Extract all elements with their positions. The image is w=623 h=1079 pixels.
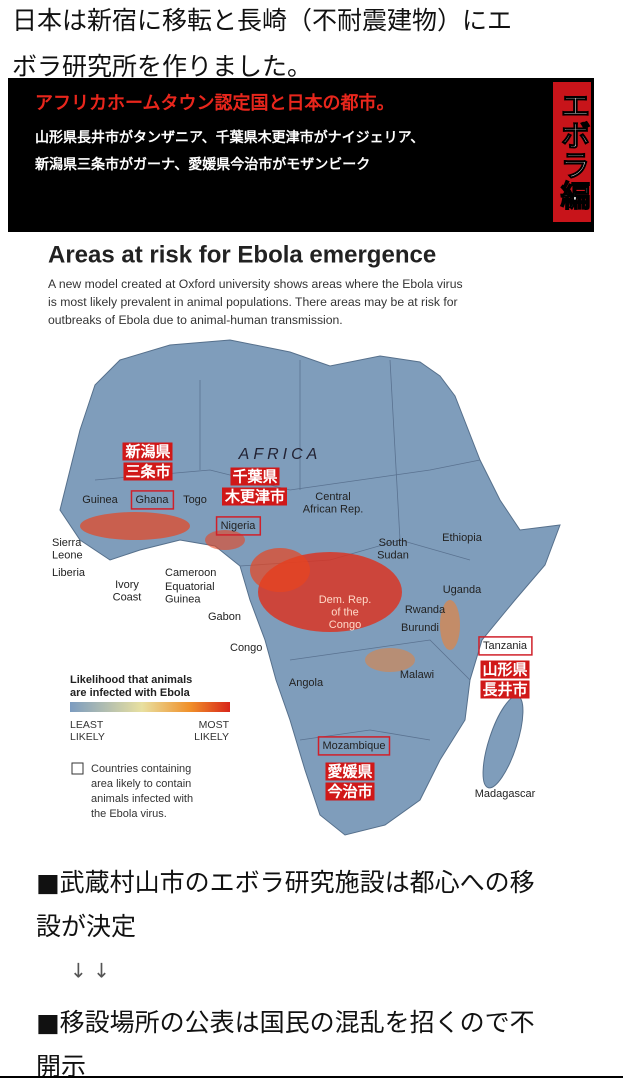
- country-highlight-box: [130, 490, 175, 510]
- country-label: Congo: [230, 642, 262, 654]
- city-tag-background: [221, 487, 288, 506]
- country-label: Cameroon: [165, 567, 216, 579]
- country-label: Togo: [183, 494, 207, 506]
- map-description-line: outbreaks of Ebola due to animal-human t…: [48, 313, 343, 327]
- country-label: Ethiopia: [442, 532, 483, 544]
- country-label: Madagascar: [475, 788, 536, 800]
- legend-least: LIKELY: [70, 731, 105, 743]
- country-label: Liberia: [52, 567, 86, 579]
- risk-area: [205, 530, 245, 550]
- country-label: Mozambique: [323, 740, 386, 752]
- city-tag-line: 愛媛県: [327, 763, 372, 781]
- country-label: Angola: [289, 677, 324, 689]
- country-highlight-box: [317, 736, 391, 756]
- legend-title-line: are infected with Ebola: [70, 687, 191, 699]
- city-tag-line: 木更津市: [224, 488, 285, 506]
- map-description-line: is most likely prevalent in animal popul…: [48, 295, 458, 309]
- country-label: Coast: [113, 591, 142, 603]
- country-highlight-box: [478, 636, 533, 656]
- country-highlight-box: [215, 516, 262, 536]
- risk-area: [365, 648, 415, 672]
- body-line: 開示: [36, 1052, 86, 1079]
- country-label: Dem. Rep.: [319, 594, 372, 606]
- country-label: Sudan: [377, 549, 409, 561]
- map-description-line: A new model created at Oxford university…: [48, 277, 463, 291]
- country-label: Ivory: [115, 579, 139, 591]
- legend-gradient: [70, 702, 230, 712]
- city-tag-background: [480, 660, 530, 679]
- body-line: ■移設場所の公表は国民の混乱を招くので不: [36, 1008, 535, 1037]
- country-label: Malawi: [400, 669, 434, 681]
- legend-note-line: the Ebola virus.: [91, 808, 167, 820]
- legend-note-line: Countries containing: [91, 763, 191, 775]
- country-label: Nigeria: [221, 520, 257, 532]
- country-label: Uganda: [443, 584, 482, 596]
- risk-area: [440, 600, 460, 650]
- country-label: Burundi: [401, 622, 439, 634]
- legend-note-line: animals infected with: [91, 793, 193, 805]
- risk-area: [80, 512, 190, 540]
- city-tag: 山形県長井市: [480, 660, 530, 699]
- banner-line: 新潟県三条市がガーナ、愛媛県今治市がモザンビーク: [34, 156, 370, 173]
- country-label: Ghana: [135, 494, 169, 506]
- country-label: Congo: [329, 619, 361, 631]
- country-label: Central: [315, 491, 350, 503]
- country-label: South: [379, 537, 408, 549]
- city-tag-line: 新潟県: [124, 443, 170, 461]
- city-tag-background: [325, 782, 375, 801]
- country-label: Rwanda: [405, 604, 446, 616]
- country-label: Guinea: [82, 494, 118, 506]
- country-label: African Rep.: [303, 503, 364, 515]
- city-tag-line: 千葉県: [232, 468, 277, 486]
- city-tag-background: [122, 442, 173, 461]
- post-title-line: 日本は新宿に移転と長崎（不耐震建物）にエ: [12, 6, 512, 35]
- risk-area: [250, 548, 310, 592]
- city-tag-background: [325, 762, 375, 781]
- country-label: of the: [331, 606, 359, 618]
- banner-tag-box: [553, 82, 591, 222]
- legend-title-line: Likelihood that animals: [70, 674, 192, 686]
- continent-label: AFRICA: [238, 446, 322, 463]
- banner-title: アフリカホームタウン認定国と日本の都市。: [35, 92, 394, 114]
- city-tag-background: [480, 680, 530, 699]
- country-label: Equatorial: [165, 581, 215, 593]
- city-tag: 千葉県木更津市: [221, 467, 288, 506]
- banner-line: 山形県長井市がタンザニア、千葉県木更津市がナイジェリア、: [35, 129, 424, 146]
- post-title-line: ボラ研究所を作りました。: [12, 52, 312, 81]
- legend-checkbox: [71, 762, 84, 775]
- map: Areas at risk for Ebola emergence AFRICA…: [36, 236, 576, 840]
- body-line: 設が決定: [36, 912, 136, 941]
- country-label: Tanzania: [483, 640, 528, 652]
- city-tag-background: [123, 462, 173, 481]
- city-tag-line: 長井市: [482, 681, 527, 699]
- map-title: Areas at risk for Ebola emergence: [48, 241, 436, 268]
- legend-least: LEAST: [70, 719, 104, 731]
- country-label: Leone: [52, 549, 83, 561]
- banner: [8, 78, 594, 232]
- legend-note-line: area likely to contain: [91, 778, 191, 790]
- legend-most: LIKELY: [194, 731, 229, 743]
- arrows: ↓ ↓: [70, 959, 110, 983]
- legend-most: MOST: [199, 719, 230, 731]
- country-label: Gabon: [208, 611, 241, 623]
- city-tag: 新潟県三条市: [122, 442, 173, 481]
- country-label: Sierra: [52, 537, 82, 549]
- city-tag: 愛媛県今治市: [325, 762, 375, 801]
- city-tag-line: 今治市: [327, 783, 372, 801]
- city-tag-line: 三条市: [125, 463, 170, 481]
- body-line: ■武蔵村山市のエボラ研究施設は都心への移: [36, 868, 535, 897]
- risk-areas: [80, 512, 460, 672]
- city-tag-line: 山形県: [482, 661, 527, 679]
- banner-tag: エボラ編: [555, 90, 591, 210]
- country-label: Guinea: [165, 593, 201, 605]
- city-tag-background: [230, 467, 280, 486]
